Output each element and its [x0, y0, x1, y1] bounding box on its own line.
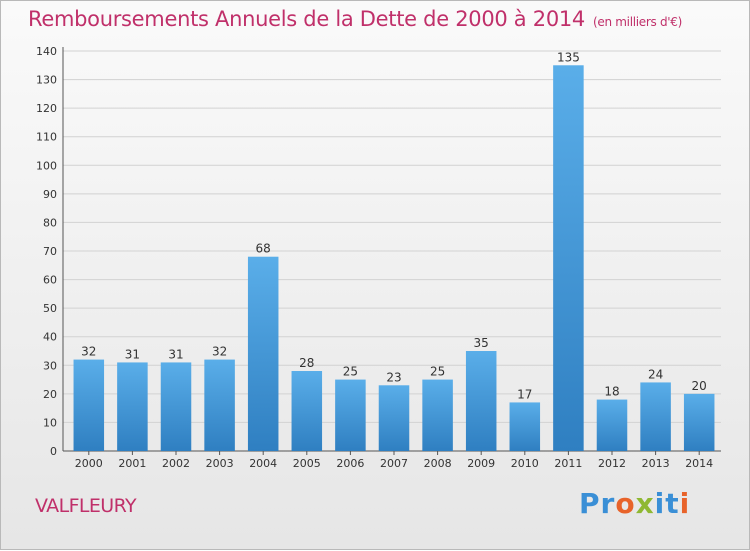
y-tick-label: 30: [43, 359, 57, 372]
bar: [596, 399, 628, 451]
bar-value-label: 24: [648, 367, 663, 381]
y-tick-label: 50: [43, 302, 57, 315]
x-tick-label: 2005: [293, 457, 321, 470]
bar-value-label: 31: [125, 347, 140, 361]
x-tick-label: 2002: [162, 457, 190, 470]
y-tick-label: 0: [50, 445, 57, 458]
x-tick-label: 2007: [380, 457, 408, 470]
bar: [73, 359, 105, 451]
logo-letter: t: [665, 487, 680, 520]
x-tick-label: 2012: [598, 457, 626, 470]
bar-value-label: 17: [517, 387, 532, 401]
chart-title-text: Remboursements Annuels de la Dette de 20…: [28, 7, 585, 31]
y-tick-label: 130: [36, 74, 57, 87]
bar: [683, 393, 715, 451]
y-tick-label: 20: [43, 388, 57, 401]
bar-value-label: 25: [430, 365, 445, 379]
bar-value-label: 35: [474, 336, 489, 350]
bar-value-label: 135: [557, 50, 580, 64]
x-tick-label: 2006: [336, 457, 364, 470]
y-tick-label: 80: [43, 216, 57, 229]
bar: [335, 379, 366, 451]
bar-value-label: 31: [168, 347, 183, 361]
y-tick-label: 70: [43, 245, 57, 258]
bar-value-label: 32: [212, 345, 227, 359]
y-tick-label: 100: [36, 159, 57, 172]
bar: [247, 256, 279, 451]
bar-value-label: 18: [604, 385, 619, 399]
bar-value-label: 23: [386, 370, 401, 384]
bar: [204, 359, 235, 451]
x-tick-label: 2003: [206, 457, 234, 470]
chart-title-unit: (en milliers d'€): [593, 15, 683, 29]
bar-value-label: 25: [343, 365, 358, 379]
logo-letter: i: [679, 487, 691, 520]
y-tick-label: 60: [43, 274, 57, 287]
bar: [553, 65, 584, 452]
bar-value-label: 20: [692, 379, 707, 393]
x-tick-label: 2011: [554, 457, 582, 470]
y-tick-label: 10: [43, 416, 57, 429]
bar: [378, 385, 410, 451]
bar: [422, 379, 453, 451]
x-tick-label: 2013: [642, 457, 670, 470]
y-tick-label: 40: [43, 331, 57, 344]
x-tick-label: 2010: [511, 457, 539, 470]
logo-letter: x: [635, 487, 655, 520]
x-tick-label: 2014: [685, 457, 713, 470]
bar: [465, 351, 497, 451]
y-tick-label: 120: [36, 102, 57, 115]
commune-name: VALFLEURY: [35, 495, 137, 517]
x-tick-label: 2004: [249, 457, 277, 470]
bar-value-label: 28: [299, 356, 314, 370]
bar: [640, 382, 671, 451]
chart-title: Remboursements Annuels de la Dette de 20…: [28, 7, 682, 31]
y-tick-label: 90: [43, 188, 57, 201]
x-tick-label: 2000: [75, 457, 103, 470]
logo-letter: o: [615, 487, 636, 520]
bar: [509, 402, 541, 451]
bar-value-label: 32: [81, 345, 96, 359]
x-tick-label: 2001: [118, 457, 146, 470]
logo-letter: i: [654, 487, 666, 520]
x-tick-label: 2009: [467, 457, 495, 470]
proxiti-logo: Proxiti: [579, 487, 690, 520]
bar: [291, 371, 323, 451]
bar-value-label: 68: [256, 242, 271, 256]
x-tick-label: 2008: [424, 457, 452, 470]
y-tick-label: 140: [36, 45, 57, 58]
bar: [160, 362, 192, 451]
logo-letter: P: [579, 487, 601, 520]
bar: [117, 362, 148, 451]
logo-letter: r: [600, 487, 616, 520]
y-tick-label: 110: [36, 131, 57, 144]
